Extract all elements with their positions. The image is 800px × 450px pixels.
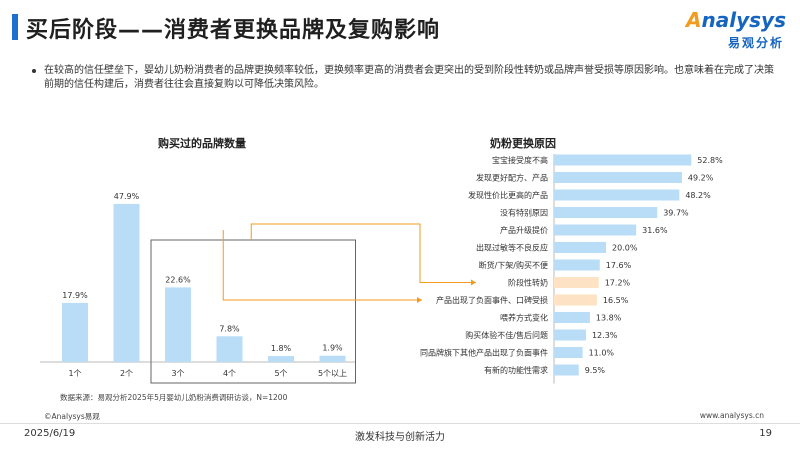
- right-bar: [554, 294, 597, 306]
- right-category-label: 有新的功能性需求: [484, 365, 548, 375]
- left-bar: [268, 356, 294, 362]
- right-bar-value-label: 48.2%: [685, 191, 711, 200]
- right-bar: [554, 189, 680, 201]
- connector-arrowhead-1: [471, 279, 476, 286]
- summary-text: 在较高的信任壁垒下，婴幼儿奶粉消费者的品牌更换频率较低，更换频率更高的消费者会更…: [32, 65, 774, 90]
- right-bar-value-label: 13.8%: [596, 314, 622, 323]
- brand-logo: Analysys 易观分析: [676, 8, 786, 52]
- title-accent-bar: [12, 14, 18, 40]
- right-bar: [554, 329, 586, 341]
- right-bar-value-label: 31.6%: [642, 226, 668, 235]
- right-bar: [554, 224, 637, 236]
- right-bar: [554, 242, 606, 253]
- page-number: 19: [759, 428, 772, 439]
- logo-wordmark: Analysys: [686, 8, 786, 32]
- left-bar: [113, 203, 140, 362]
- right-bar-value-label: 20.0%: [612, 244, 638, 253]
- connector-arrowhead-2: [417, 297, 422, 303]
- left-category-label: 4个: [223, 369, 236, 378]
- right-category-label: 阶段性转奶: [508, 278, 548, 288]
- left-bar-value-label: 47.9%: [114, 192, 140, 201]
- right-bar-value-label: 9.5%: [585, 366, 606, 375]
- right-bar-value-label: 16.5%: [603, 296, 629, 305]
- right-bar: [554, 172, 682, 183]
- footer-slogan: 激发科技与创新活力: [355, 432, 445, 443]
- left-bar: [319, 355, 346, 362]
- right-category-label: 宝宝接受度不高: [492, 155, 548, 165]
- right-category-label: 没有特别原因: [500, 208, 548, 218]
- data-source-note: 数据来源：易观分析2025年5月婴幼儿奶粉消费调研访谈，N=1200: [60, 393, 288, 402]
- left-highlight-box: [150, 239, 356, 384]
- right-category-label: 喂养方式变化: [500, 313, 548, 323]
- right-category-label: 出现过敏等不良反应: [476, 243, 548, 253]
- left-category-label: 3个: [171, 369, 184, 378]
- copyright: ©Analysys易观: [44, 412, 100, 421]
- left-bar-value-label: 17.9%: [62, 291, 88, 300]
- connector-line-1: [250, 223, 476, 283]
- right-bar-value-label: 12.3%: [592, 331, 618, 340]
- right-category-label: 产品升级提价: [500, 225, 548, 235]
- logo-wordmark-rest: nalysys: [701, 8, 786, 32]
- right-category-label: 同品牌旗下其他产品出现了负面事件: [420, 348, 548, 358]
- left-category-label: 5个以上: [318, 369, 347, 378]
- right-chart-title: 奶粉更换原因: [490, 137, 556, 150]
- footer-divider: [0, 423, 800, 424]
- left-category-label: 5个: [274, 369, 287, 378]
- right-bar-value-label: 17.6%: [606, 261, 632, 270]
- right-category-label: 断货/下架/购买不便: [479, 260, 548, 270]
- left-bar: [165, 287, 191, 362]
- right-bar: [554, 312, 590, 323]
- right-category-label: 发现更好配方、产品: [476, 173, 548, 183]
- left-category-label: 1个: [68, 369, 81, 378]
- right-bar-value-label: 52.8%: [697, 156, 723, 165]
- right-category-label: 发现性价比更高的产品: [468, 190, 548, 200]
- right-bar: [554, 259, 600, 271]
- website-link[interactable]: www.analysys.cn: [699, 411, 764, 420]
- right-bar-value-label: 17.2%: [605, 279, 631, 288]
- left-bar-value-label: 7.8%: [219, 324, 240, 333]
- right-bar: [554, 207, 658, 218]
- right-category-label: 购买体验不佳/售后问题: [465, 330, 548, 340]
- left-bar-value-label: 1.8%: [271, 344, 292, 353]
- connector-line-2: [222, 230, 422, 301]
- right-bar: [554, 277, 599, 288]
- left-bar: [216, 336, 243, 362]
- left-chart-title: 购买过的品牌数量: [158, 137, 246, 150]
- right-bar: [554, 154, 692, 166]
- logo-subtitle: 易观分析: [727, 36, 784, 50]
- left-category-label: 2个: [120, 369, 133, 378]
- left-bar-value-label: 1.9%: [322, 344, 343, 353]
- left-bar-value-label: 22.6%: [165, 275, 191, 284]
- logo-initial: A: [686, 8, 702, 32]
- right-category-label: 产品出现了负面事件、口碑受损: [436, 295, 548, 305]
- right-bar-value-label: 49.2%: [688, 174, 714, 183]
- right-bar: [554, 347, 583, 358]
- right-bar-value-label: 11.0%: [589, 349, 615, 358]
- page-title: 买后阶段——消费者更换品牌及复购影响: [26, 18, 441, 43]
- right-bar: [554, 364, 579, 376]
- footer-date: 2025/6/19: [24, 428, 76, 439]
- left-bar: [62, 302, 88, 362]
- right-bar-value-label: 39.7%: [663, 209, 689, 218]
